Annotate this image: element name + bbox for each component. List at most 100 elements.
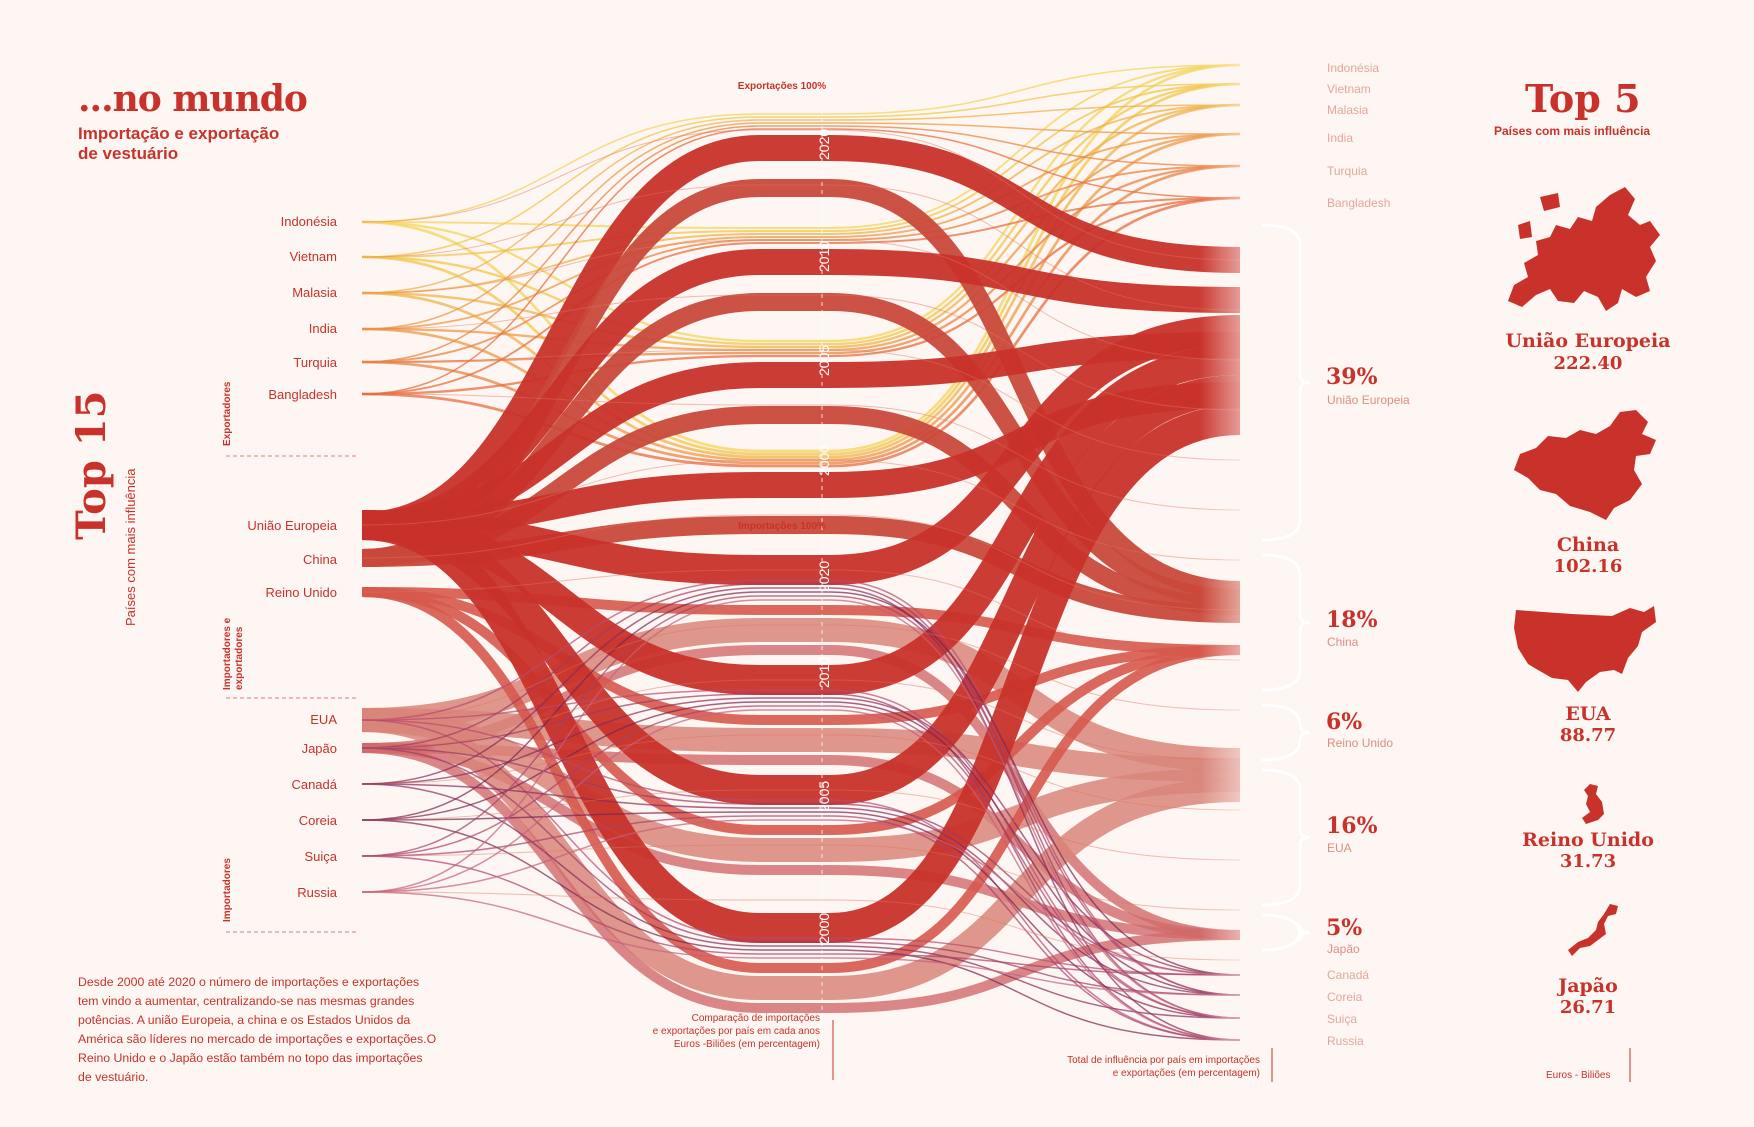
imports-header: Importações 100% [738, 521, 826, 532]
pct-value: 39% [1326, 364, 1378, 390]
year-label: 2000 [816, 912, 832, 944]
flow-ribbon [361, 135, 1241, 538]
page-title: ...no mundo [78, 78, 308, 120]
flow-line [361, 122, 1241, 330]
top5-value: 222.40 [1553, 353, 1623, 374]
flow-ribbon [361, 708, 1241, 1000]
right-caption-line-1: Total de influência por país em importaç… [1067, 1055, 1260, 1066]
flow-line [361, 579, 1241, 996]
flow-line [361, 63, 1241, 343]
flow-line [361, 83, 1241, 258]
exports-header: Exportações 100% [737, 81, 827, 92]
flow-line [361, 165, 1241, 363]
pct-country: União Europeia [1327, 393, 1410, 407]
year-label: 2010 [816, 240, 832, 272]
flow-line [361, 125, 1241, 363]
flow-ribbon [361, 587, 1241, 973]
subtitle-line-2: de vestuário [78, 144, 179, 163]
flow-line [361, 891, 1241, 996]
group-bracket [1261, 703, 1311, 762]
flow-line [361, 63, 1241, 453]
top15-title: Top 15 [68, 390, 115, 540]
center-caption-line-1: Comparação de importações [691, 1013, 820, 1024]
flow-line [361, 595, 1241, 996]
flow-line [361, 294, 1241, 411]
flow-line [361, 349, 1241, 461]
group-bracket [1261, 223, 1311, 542]
subtitle-line-1: Importação e exportação [78, 124, 280, 143]
flow-line [361, 705, 1241, 1019]
flow-line [361, 701, 1241, 996]
left-country-label: Russia [297, 885, 337, 900]
flow-line [361, 697, 1241, 976]
top5-value: 31.73 [1559, 851, 1617, 872]
top5-name: Japão [1558, 975, 1618, 997]
group-bracket [1261, 553, 1311, 692]
top5-name: Reino Unido [1522, 829, 1654, 851]
right-country-label: Suiça [1327, 1012, 1358, 1026]
top5-value: 26.71 [1559, 997, 1617, 1018]
flow-line [361, 164, 1241, 364]
top5-title: Top 5 [1525, 76, 1641, 121]
top5-value: 102.16 [1553, 556, 1623, 577]
flow-line [361, 789, 1241, 861]
left-country-label: Turquia [293, 355, 337, 370]
flow-line [361, 819, 1241, 976]
page-subtitle: Importação e exportação de vestuário [78, 124, 279, 164]
flow-line [361, 734, 1241, 811]
left-country-label: Bangladesh [268, 387, 337, 402]
flow-line [361, 599, 1241, 1019]
flow-line [361, 64, 1241, 229]
flow-line [361, 133, 1241, 330]
flow-line [361, 689, 1241, 1019]
china-map-icon [1514, 410, 1656, 520]
left-country-label: Vietnam [289, 249, 337, 264]
flow-line [361, 844, 1241, 911]
top5-name: China [1556, 534, 1620, 556]
usa-map-icon [1514, 606, 1656, 692]
uk-map-icon [1582, 784, 1604, 824]
right-country-label: Malasia [1327, 103, 1369, 117]
europe-map-icon [1508, 187, 1660, 311]
flow-line [361, 128, 1241, 395]
flow-line [361, 719, 1241, 976]
flow-ribbon [361, 743, 1241, 1013]
group-bracket [1261, 768, 1311, 907]
top5-value: 88.77 [1559, 725, 1617, 746]
flow-line [361, 393, 1241, 511]
top5-name: União Europeia [1505, 330, 1671, 352]
flow-line [361, 82, 1241, 456]
flow-line [361, 197, 1241, 395]
category-importers-exporters-line-1: Importadores e [222, 617, 233, 690]
year-label: 2005 [816, 780, 832, 812]
left-country-label: India [308, 321, 337, 336]
year-label: 2005 [816, 344, 832, 376]
flow-line [361, 104, 1241, 294]
right-country-label: India [1327, 131, 1354, 145]
flow-line [361, 514, 1241, 611]
left-country-label: EUA [310, 712, 337, 727]
year-label: 2010 [816, 656, 832, 688]
flow-line [361, 709, 1241, 1041]
left-country-label: União Europeia [247, 518, 337, 533]
top5-unit: Euros - Biliões [1546, 1070, 1611, 1081]
left-country-label: China [303, 552, 337, 567]
flow-ribbon [361, 708, 1241, 782]
left-country-label: Malasia [292, 285, 337, 300]
flow-line [361, 747, 1241, 976]
top5-name: EUA [1565, 703, 1611, 725]
flow-line [361, 891, 1241, 961]
right-country-label: Bangladesh [1327, 196, 1391, 210]
flow-line [361, 679, 1241, 761]
pct-country: EUA [1327, 841, 1352, 855]
left-country-label: Suiça [304, 849, 337, 864]
flow-line [361, 815, 1241, 1041]
category-importers-exporters-line-2: exportadores [234, 626, 245, 690]
right-country-label: Coreia [1327, 990, 1363, 1004]
flow-line [361, 783, 1241, 1019]
flow-line [361, 82, 1241, 346]
flow-line [361, 132, 1241, 352]
top15-subtitle: Países com mais influência [123, 468, 138, 626]
flow-line [361, 132, 1241, 462]
